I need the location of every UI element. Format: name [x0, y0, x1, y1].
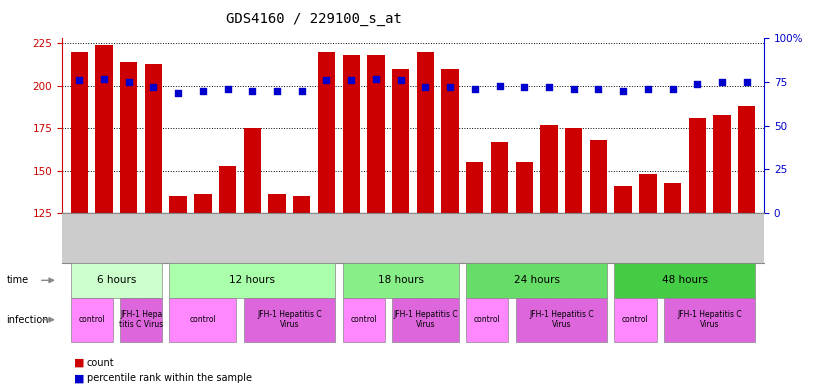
Text: control: control [78, 315, 105, 324]
Point [147, 84, 160, 90]
Point [567, 86, 581, 92]
Text: JFH-1 Hepatitis C
Virus: JFH-1 Hepatitis C Virus [257, 310, 321, 329]
Bar [738, 106, 756, 384]
Point [616, 88, 629, 94]
Bar [515, 162, 533, 384]
Point [444, 84, 457, 90]
Bar [368, 55, 385, 384]
Bar [714, 115, 731, 384]
Bar [70, 52, 88, 384]
Bar [615, 186, 632, 384]
Point [245, 88, 259, 94]
Point [666, 86, 679, 92]
Text: JFH-1 Hepatitis C
Virus: JFH-1 Hepatitis C Virus [529, 310, 594, 329]
Point [715, 79, 729, 85]
Text: count: count [87, 358, 114, 368]
Text: 18 hours: 18 hours [377, 275, 424, 285]
Point [468, 86, 482, 92]
Text: JFH-1 Hepa
titis C Virus: JFH-1 Hepa titis C Virus [119, 310, 164, 329]
Point [493, 83, 506, 89]
Text: control: control [474, 315, 501, 324]
Point [221, 86, 235, 92]
Bar [145, 64, 162, 384]
Bar [392, 69, 410, 384]
Bar [416, 52, 434, 384]
Point [344, 77, 358, 83]
Bar [590, 140, 607, 384]
Bar [689, 118, 706, 384]
Bar [441, 69, 458, 384]
Point [172, 89, 185, 96]
Point [543, 84, 556, 90]
Bar [343, 55, 360, 384]
Point [419, 84, 432, 90]
Text: time: time [7, 275, 29, 285]
Bar [565, 128, 582, 384]
Bar [318, 52, 335, 384]
Point [73, 77, 86, 83]
Point [197, 88, 210, 94]
Bar [540, 125, 558, 384]
Bar [664, 182, 681, 384]
Point [394, 77, 407, 83]
Text: GDS4160 / 229100_s_at: GDS4160 / 229100_s_at [226, 12, 401, 25]
Text: control: control [350, 315, 377, 324]
Bar [491, 142, 508, 384]
Text: JFH-1 Hepatitis C
Virus: JFH-1 Hepatitis C Virus [393, 310, 458, 329]
Point [295, 88, 308, 94]
Bar [194, 194, 211, 384]
Bar [466, 162, 483, 384]
Point [691, 81, 704, 87]
Text: 12 hours: 12 hours [230, 275, 275, 285]
Text: 6 hours: 6 hours [97, 275, 136, 285]
Bar [293, 196, 311, 384]
Bar [244, 128, 261, 384]
Bar [120, 62, 137, 384]
Point [122, 79, 135, 85]
Text: ■: ■ [74, 358, 85, 368]
Point [518, 84, 531, 90]
Bar [219, 166, 236, 384]
Text: infection: infection [7, 314, 49, 325]
Point [591, 86, 605, 92]
Bar [169, 196, 187, 384]
Bar [268, 194, 286, 384]
Point [369, 76, 382, 82]
Text: control: control [622, 315, 649, 324]
Point [320, 77, 333, 83]
Text: JFH-1 Hepatitis C
Virus: JFH-1 Hepatitis C Virus [677, 310, 742, 329]
Text: percentile rank within the sample: percentile rank within the sample [87, 373, 252, 383]
Point [641, 86, 654, 92]
Text: 48 hours: 48 hours [662, 275, 708, 285]
Point [270, 88, 283, 94]
Bar [95, 45, 112, 384]
Bar [639, 174, 657, 384]
Point [740, 79, 753, 85]
Text: ■: ■ [74, 373, 85, 383]
Text: 24 hours: 24 hours [514, 275, 559, 285]
Point [97, 76, 111, 82]
Text: control: control [189, 315, 216, 324]
